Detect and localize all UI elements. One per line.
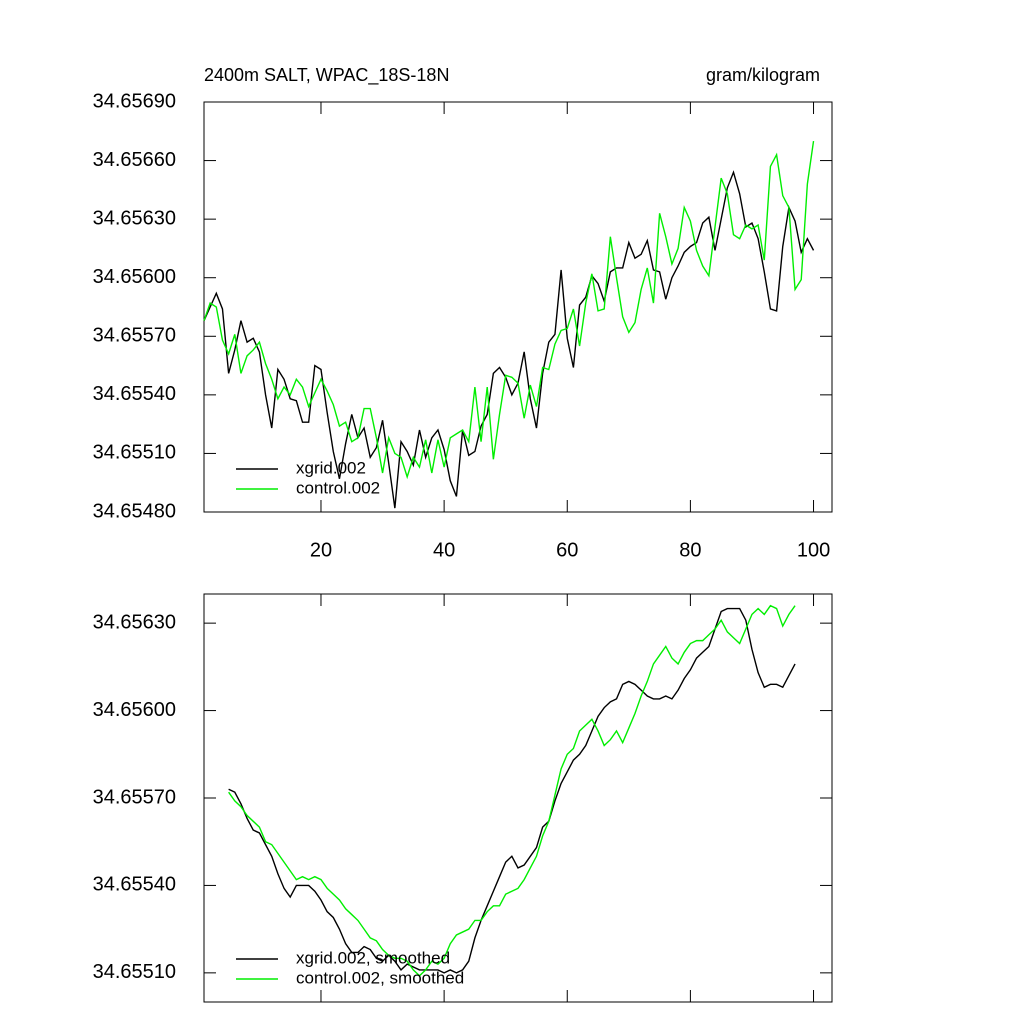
chart-title: 2400m SALT, WPAC_18S-18N xyxy=(204,65,449,86)
series-line xyxy=(203,170,815,509)
y-tick-label: 34.65630 xyxy=(93,611,176,633)
y-tick-label: 34.65600 xyxy=(93,266,176,288)
y-tick-label: 34.65540 xyxy=(93,874,176,896)
series-line xyxy=(228,604,796,977)
x-tick-label: 80 xyxy=(679,539,701,561)
y-tick-label: 34.65570 xyxy=(93,786,176,808)
y-tick-label: 34.65540 xyxy=(93,383,176,405)
y-tick-label: 34.65660 xyxy=(93,149,176,171)
legend-label: xgrid.002 xyxy=(296,458,366,477)
x-tick-label: 40 xyxy=(433,539,455,561)
x-tick-label: 20 xyxy=(310,539,332,561)
series-line xyxy=(228,607,796,974)
y-tick-label: 34.65510 xyxy=(93,442,176,464)
y-tick-label: 34.65630 xyxy=(93,207,176,229)
x-tick-label: 60 xyxy=(556,539,578,561)
y-tick-label: 34.65690 xyxy=(93,90,176,112)
y-tick-label: 34.65510 xyxy=(93,961,176,983)
legend-label: xgrid.002, smoothed xyxy=(296,948,450,967)
y-tick-label: 34.65570 xyxy=(93,325,176,347)
series-line xyxy=(203,140,815,480)
plot-frame xyxy=(203,101,833,513)
y-tick-label: 34.65480 xyxy=(93,500,176,522)
x-tick-label: 100 xyxy=(797,539,830,561)
units-label: gram/kilogram xyxy=(706,65,820,85)
plot-frame xyxy=(203,593,833,1003)
legend-label: control.002 xyxy=(296,478,380,497)
legend-label: control.002, smoothed xyxy=(296,968,464,987)
y-tick-label: 34.65600 xyxy=(93,699,176,721)
